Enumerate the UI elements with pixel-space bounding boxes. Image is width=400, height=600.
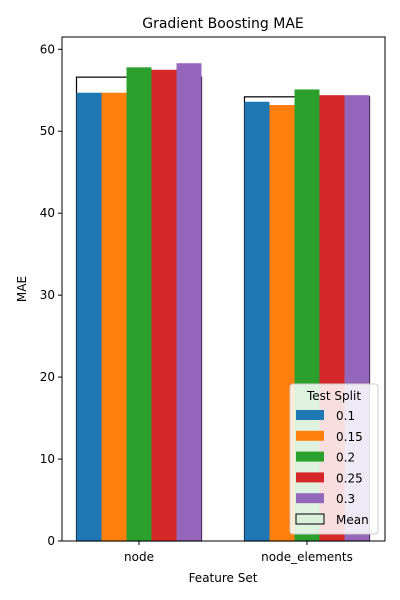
legend: Test Split 0.1 0.15 0.2 0.25 0.3 Mean	[289, 383, 379, 535]
legend-swatch	[296, 430, 324, 441]
legend-label-mean: Mean	[336, 513, 369, 527]
y-tick-label: 20	[40, 370, 55, 384]
y-tick-label: 30	[40, 288, 55, 302]
y-tick-label: 50	[40, 124, 55, 138]
legend-swatch-mean	[295, 513, 325, 525]
y-tick-label: 10	[40, 452, 55, 466]
y-tick-label: 40	[40, 206, 55, 220]
chart-title: Gradient Boosting MAE	[142, 16, 304, 32]
bar-node-0_25	[151, 69, 177, 541]
legend-swatch	[296, 451, 324, 462]
bar-node-0_1	[76, 92, 102, 541]
y-axis: 0 10 20 30 40 50 60	[40, 42, 62, 548]
legend-label: 0.15	[336, 430, 363, 444]
legend-swatch	[296, 493, 324, 504]
x-tick-label: node_elements	[261, 550, 353, 564]
bar-node-elements-0_1	[244, 101, 270, 542]
x-tick-label: node	[124, 550, 154, 564]
legend-label: 0.1	[336, 409, 355, 423]
x-axis-label: Feature Set	[189, 571, 258, 585]
bar-node-0_3	[176, 63, 202, 541]
legend-swatch	[296, 472, 324, 483]
legend-swatch	[296, 410, 324, 420]
x-axis: node node_elements	[124, 541, 353, 564]
legend-label: 0.3	[336, 492, 355, 506]
legend-title: Test Split	[306, 389, 361, 403]
y-axis-label: MAE	[15, 276, 29, 302]
legend-label: 0.25	[336, 471, 363, 485]
plot-frame	[61, 36, 386, 542]
legend-label: 0.2	[336, 451, 355, 465]
y-tick-label: 60	[40, 42, 55, 56]
y-tick-label: 0	[47, 534, 55, 548]
bar-node-0_2	[126, 67, 152, 541]
bar-node-0_15	[101, 92, 127, 541]
